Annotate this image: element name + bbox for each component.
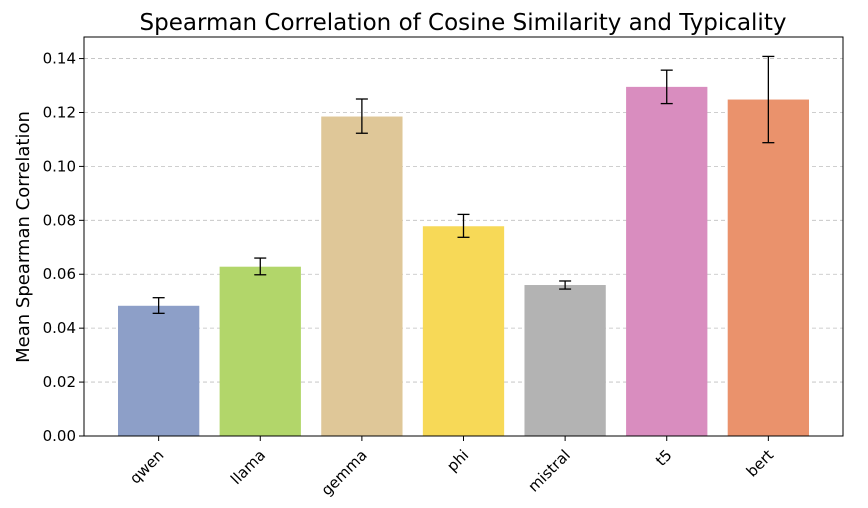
x-tick-label-mistral: mistral	[524, 446, 574, 496]
x-tick-label-llama: llama	[227, 446, 269, 488]
bars	[118, 86, 809, 437]
bar-llama	[219, 266, 301, 436]
y-tick-label: 0.12	[43, 103, 76, 121]
bar-mistral	[524, 285, 606, 436]
error-bar-qwen	[152, 297, 165, 314]
x-tick-label-gemma: gemma	[318, 446, 371, 499]
error-bar-mistral	[559, 280, 572, 290]
x-tick-label-bert: bert	[743, 446, 778, 481]
bar-qwen	[118, 305, 200, 436]
y-tick-label: 0.04	[43, 319, 76, 337]
x-tick-label-qwen: qwen	[126, 446, 167, 487]
bar-gemma	[321, 116, 403, 437]
error-bar-t5	[660, 69, 673, 105]
x-tick-label-t5: t5	[652, 446, 676, 470]
error-bars	[152, 55, 775, 314]
y-tick-label: 0.00	[43, 427, 76, 445]
bar-t5	[626, 86, 708, 436]
error-bar-bert	[762, 55, 775, 144]
error-bar-gemma	[355, 98, 368, 134]
y-axis-label: Mean Spearman Correlation	[13, 111, 34, 363]
error-bar-phi	[457, 213, 470, 238]
y-tick-label: 0.06	[43, 265, 76, 283]
y-tick-label: 0.14	[43, 50, 76, 68]
bar-phi	[422, 226, 505, 436]
error-bar-llama	[254, 257, 267, 276]
chart-title: Spearman Correlation of Cosine Similarit…	[140, 10, 787, 36]
y-tick-label: 0.08	[43, 211, 76, 229]
x-tick-label-phi: phi	[443, 446, 472, 475]
y-tick-label: 0.02	[43, 373, 76, 391]
x-axis-ticks: qwen llama gemma phi mistral t5 bert	[126, 436, 777, 499]
bar-bert	[727, 99, 809, 436]
y-axis-ticks: 0.00 0.02 0.04 0.06 0.08 0.10 0.12 0.14	[43, 50, 84, 445]
y-tick-label: 0.10	[43, 157, 76, 175]
